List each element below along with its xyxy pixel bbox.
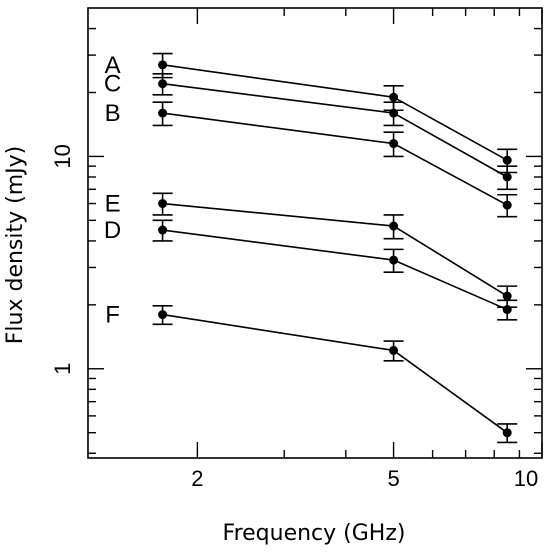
series-line xyxy=(162,64,508,161)
data-point xyxy=(502,305,512,315)
y-axis-title: Flux density (mJy) xyxy=(3,146,28,344)
data-point xyxy=(158,60,168,70)
series-e: E xyxy=(105,191,518,308)
series-group: ACB ED F xyxy=(104,52,518,444)
axis-ticks xyxy=(88,8,543,458)
x-tick-label: 10 xyxy=(514,466,538,491)
series-c: C xyxy=(104,71,518,191)
series-label: D xyxy=(104,217,121,244)
series-label: B xyxy=(105,100,121,127)
plot-border xyxy=(87,7,543,459)
series-a: A xyxy=(105,52,518,174)
series-f: F xyxy=(105,302,518,444)
data-point xyxy=(502,172,512,182)
series-label: F xyxy=(105,302,120,329)
data-point xyxy=(158,310,168,320)
x-axis-title: Frequency (GHz) xyxy=(223,521,406,546)
data-point xyxy=(158,199,168,209)
series-line xyxy=(162,313,508,434)
data-point xyxy=(389,139,399,149)
data-point xyxy=(158,108,168,118)
data-point xyxy=(502,291,512,301)
data-point xyxy=(502,428,512,438)
data-point xyxy=(389,221,399,231)
data-point xyxy=(389,255,399,265)
series-label: A xyxy=(105,52,121,79)
plot-frame xyxy=(87,7,543,459)
series-line xyxy=(162,202,508,297)
series-label: C xyxy=(104,71,121,98)
series-b: B xyxy=(105,100,518,218)
x-tick-label: 2 xyxy=(191,466,203,491)
data-point xyxy=(502,200,512,210)
series-d: D xyxy=(104,217,518,321)
x-tick-label: 5 xyxy=(387,466,399,491)
series-line xyxy=(162,112,508,206)
series-label: E xyxy=(105,191,121,218)
data-point xyxy=(158,79,168,89)
axis-tick-labels: 2 5 10 1 10 xyxy=(50,144,538,491)
y-tick-label: 10 xyxy=(50,144,75,168)
data-point xyxy=(502,155,512,165)
series-line xyxy=(162,82,508,178)
series-line xyxy=(162,229,508,311)
data-point xyxy=(389,108,399,118)
data-point xyxy=(389,92,399,102)
y-tick-label: 1 xyxy=(50,363,75,375)
data-point xyxy=(389,345,399,355)
data-point xyxy=(158,225,168,235)
